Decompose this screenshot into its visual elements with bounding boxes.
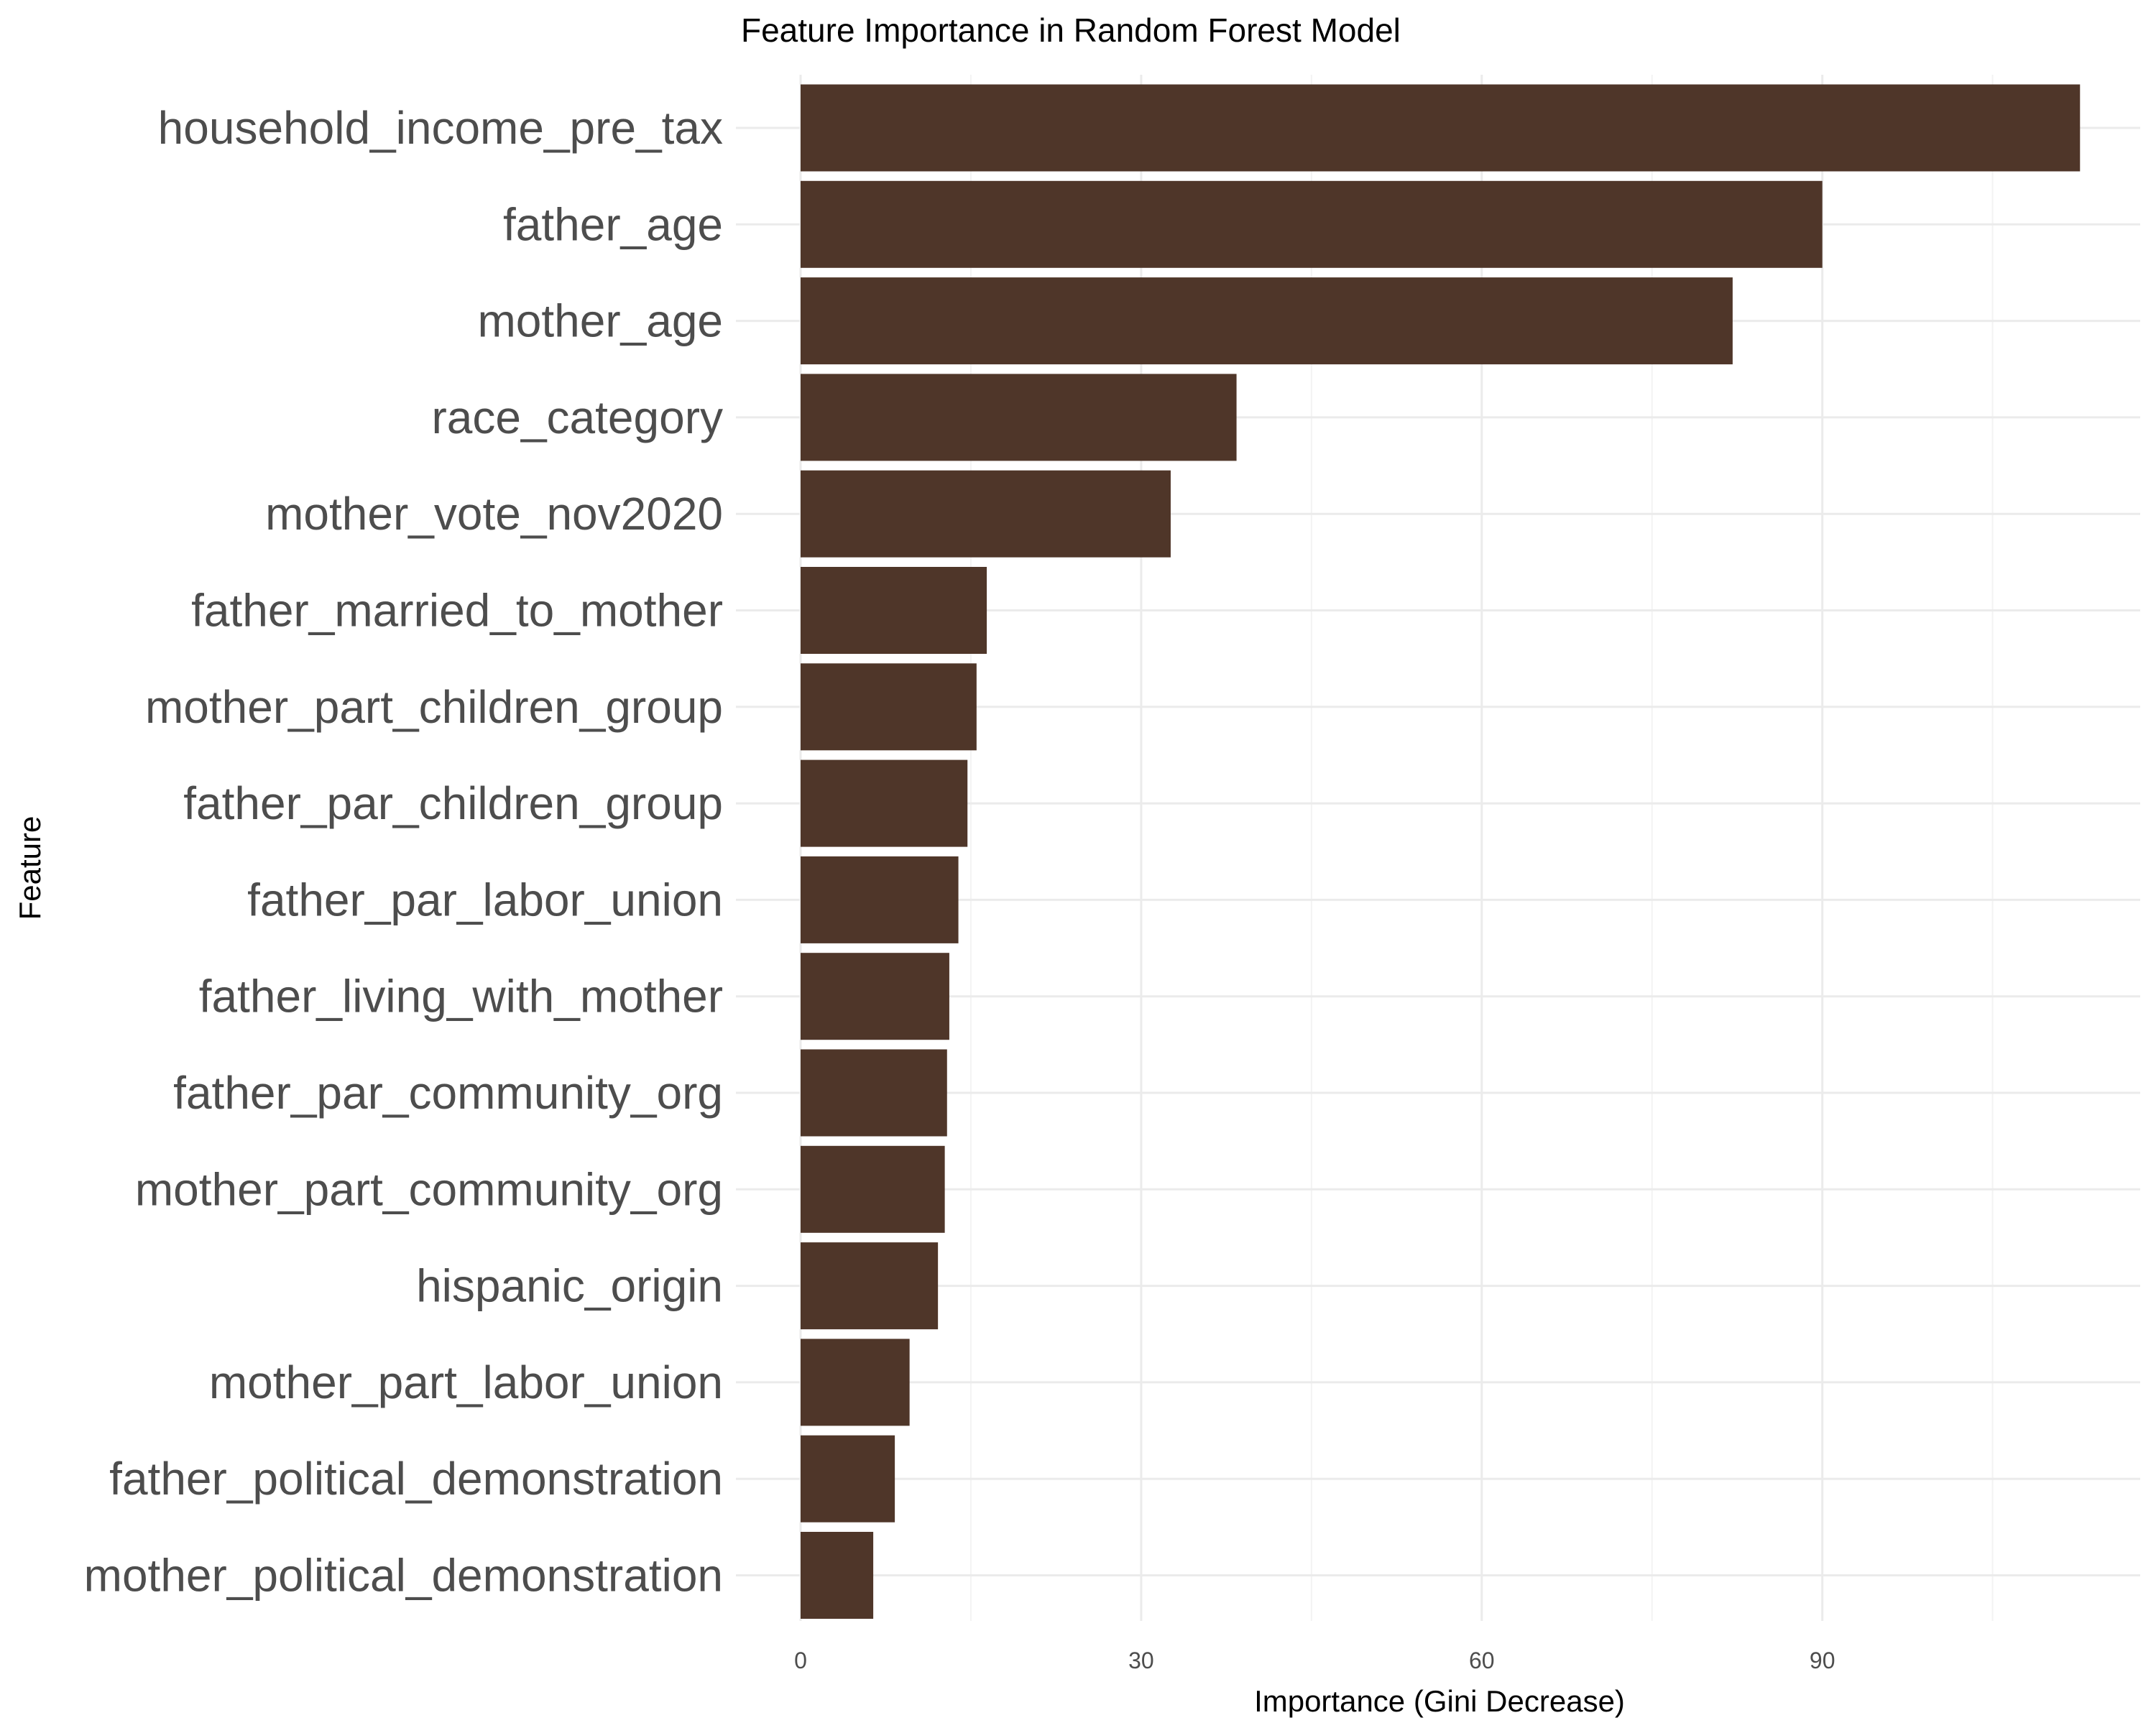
- y-tick-label: father_par_labor_union: [247, 874, 723, 925]
- x-tick-label: 0: [794, 1648, 807, 1673]
- y-tick-label: household_income_pre_tax: [158, 102, 723, 154]
- y-tick-label: father_married_to_mother: [191, 585, 723, 637]
- bar-layer: [801, 84, 2081, 1619]
- bar-mother-part-labor-union: [801, 1339, 910, 1426]
- chart-title: Feature Importance in Random Forest Mode…: [741, 11, 1401, 49]
- bar-mother-political-demonstration: [801, 1532, 874, 1619]
- bar-father-age: [801, 180, 1823, 268]
- bar-father-par-community-org: [801, 1049, 947, 1137]
- y-axis-label: Feature: [13, 816, 47, 920]
- bar-race-category: [801, 374, 1237, 461]
- y-tick-labels: household_income_pre_tax father_agemother…: [84, 102, 723, 1602]
- bar-mother-part-children-group: [801, 663, 977, 751]
- y-tick-label: mother_part_children_group: [145, 681, 723, 733]
- y-tick-label: mother_age: [477, 295, 723, 347]
- y-tick-label: father_par_community_org: [173, 1067, 723, 1119]
- bar-mother-age: [801, 277, 1733, 365]
- y-tick-label: father_living_with_mother: [199, 971, 723, 1022]
- bar-father-married-to-mother: [801, 567, 987, 654]
- bar-father-par-children-group: [801, 759, 968, 847]
- y-tick-label: mother_political_demonstration: [84, 1550, 723, 1602]
- y-tick-label: mother_vote_nov2020: [265, 488, 723, 540]
- bar-mother-part-community-org: [801, 1145, 945, 1233]
- y-tick-label: father_age: [503, 198, 723, 250]
- y-tick-label: mother_part_community_org: [135, 1163, 723, 1215]
- y-tick-label: mother_part_labor_union: [209, 1357, 723, 1408]
- x-tick-labels: 0 30 60 90: [794, 1648, 1835, 1673]
- bar-father-political-demonstration: [801, 1435, 895, 1523]
- bar-hispanic-origin: [801, 1242, 939, 1330]
- x-axis-label: Importance (Gini Decrease): [1254, 1684, 1625, 1718]
- y-tick-label: father_par_children_group: [183, 777, 723, 829]
- bar-mother-vote-nov2020: [801, 470, 1171, 558]
- y-tick-label: race_category: [431, 392, 723, 443]
- x-tick-label: 60: [1469, 1648, 1495, 1673]
- y-tick-label: hispanic_origin: [416, 1260, 723, 1312]
- y-tick-label: father_political_demonstration: [109, 1453, 723, 1505]
- x-tick-label: 30: [1128, 1648, 1154, 1673]
- x-tick-label: 90: [1810, 1648, 1835, 1673]
- bar-household-income-pre-tax: [801, 84, 2081, 172]
- bar-father-living-with-mother: [801, 953, 949, 1040]
- bar-father-par-labor-union: [801, 856, 959, 943]
